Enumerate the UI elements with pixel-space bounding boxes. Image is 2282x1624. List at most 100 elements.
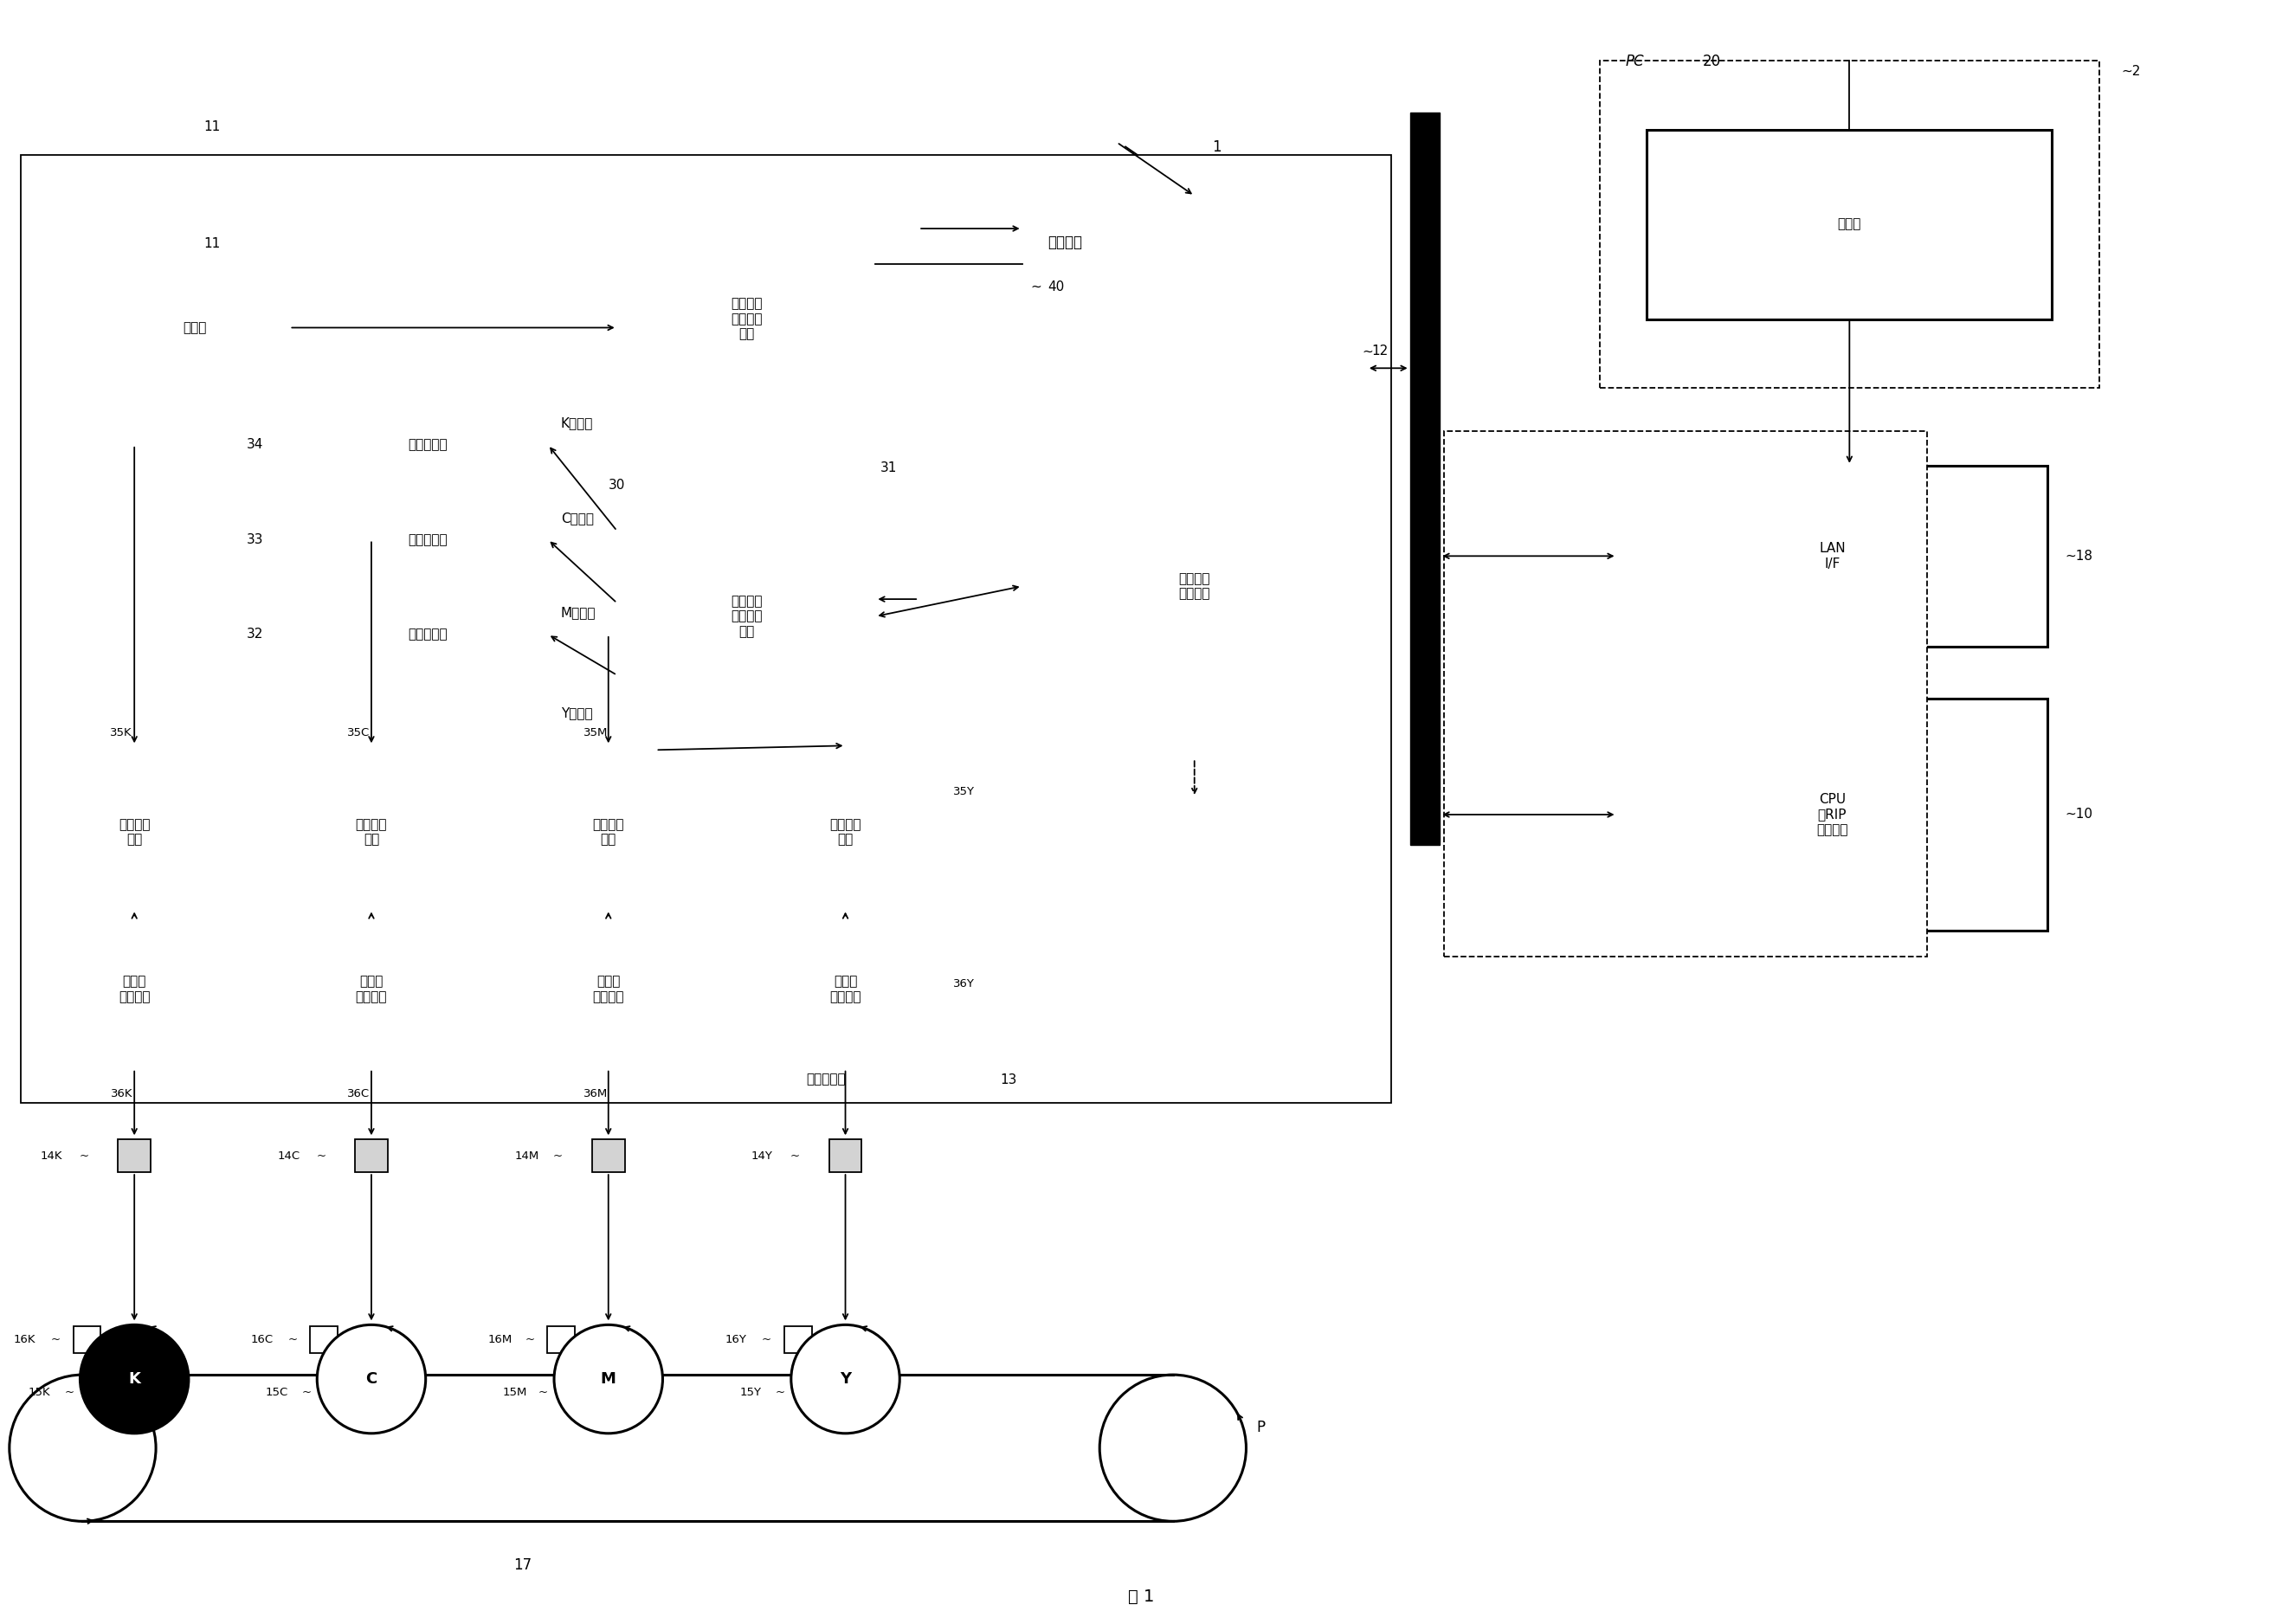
Text: ~: ~ <box>80 1150 89 1161</box>
Text: 灰度级
处理单元: 灰度级 处理单元 <box>119 974 151 1004</box>
Text: ~: ~ <box>301 1387 310 1398</box>
Bar <box>616 182 876 456</box>
Text: ~: ~ <box>50 1333 59 1345</box>
Bar <box>1616 466 2047 646</box>
Text: ~: ~ <box>776 1387 785 1398</box>
Text: 32: 32 <box>246 628 262 641</box>
Bar <box>828 1140 863 1173</box>
Text: ~18: ~18 <box>2065 549 2093 562</box>
Bar <box>306 411 548 479</box>
Circle shape <box>80 1325 189 1434</box>
Text: 35C: 35C <box>347 728 370 739</box>
Text: 11: 11 <box>203 120 219 133</box>
Bar <box>272 745 470 918</box>
Text: 14Y: 14Y <box>751 1150 774 1161</box>
Text: 14K: 14K <box>41 1150 62 1161</box>
Text: 灰度级
处理单元: 灰度级 处理单元 <box>356 974 388 1004</box>
Text: 35K: 35K <box>110 728 132 739</box>
Text: M色数据: M色数据 <box>561 606 596 619</box>
Text: K色数据: K色数据 <box>561 416 593 429</box>
Text: C: C <box>365 1371 377 1387</box>
Text: Y色数据: Y色数据 <box>561 706 593 719</box>
Text: PC: PC <box>1625 54 1643 70</box>
Text: C色数据: C色数据 <box>561 512 593 525</box>
Bar <box>272 909 470 1069</box>
Text: ~: ~ <box>64 1387 75 1398</box>
Text: 像素分割
单元: 像素分割 单元 <box>119 818 151 846</box>
Text: ~: ~ <box>525 1333 534 1345</box>
Circle shape <box>317 1325 427 1434</box>
Text: ~: ~ <box>288 1333 297 1345</box>
Text: 16C: 16C <box>251 1333 274 1345</box>
Text: 34: 34 <box>246 438 262 451</box>
Bar <box>27 719 1022 1099</box>
Text: 像素分割
单元: 像素分割 单元 <box>593 818 625 846</box>
Bar <box>1047 448 1342 724</box>
Text: 像素分割
单元: 像素分割 单元 <box>356 818 388 846</box>
Text: M: M <box>600 1371 616 1387</box>
Text: 16Y: 16Y <box>726 1333 746 1345</box>
Text: ~: ~ <box>762 1333 771 1345</box>
Text: 35M: 35M <box>584 728 607 739</box>
Text: 30: 30 <box>609 479 625 492</box>
Text: K: K <box>128 1371 141 1387</box>
Text: 36K: 36K <box>110 1088 132 1099</box>
Bar <box>119 1140 151 1173</box>
Text: 图像处理部: 图像处理部 <box>806 1073 847 1086</box>
Text: ~: ~ <box>1362 344 1374 357</box>
Text: 15M: 15M <box>502 1387 527 1398</box>
Circle shape <box>792 1325 899 1434</box>
Text: 11: 11 <box>203 237 219 250</box>
Text: 35Y: 35Y <box>954 786 974 797</box>
Text: 延迟存储器: 延迟存储器 <box>408 628 447 641</box>
Text: ~: ~ <box>1031 281 1041 294</box>
Bar <box>509 745 707 918</box>
Bar <box>34 745 233 918</box>
Bar <box>591 1140 625 1173</box>
Bar <box>1600 60 2099 388</box>
Bar <box>1410 112 1440 844</box>
Text: 16M: 16M <box>488 1333 511 1345</box>
Text: ~2: ~2 <box>2120 65 2141 78</box>
Text: Y: Y <box>840 1371 851 1387</box>
Text: 15Y: 15Y <box>739 1387 760 1398</box>
Text: 17: 17 <box>513 1557 532 1574</box>
Text: 20: 20 <box>1702 54 1721 70</box>
Bar <box>746 745 945 918</box>
Text: ~: ~ <box>539 1387 548 1398</box>
Bar <box>100 276 290 380</box>
Text: 12: 12 <box>1371 344 1387 357</box>
Text: 扫描仪: 扫描仪 <box>183 322 208 335</box>
Text: 14C: 14C <box>278 1150 299 1161</box>
Text: 36C: 36C <box>347 1088 370 1099</box>
Bar <box>306 601 548 667</box>
Text: 1: 1 <box>1212 140 1221 156</box>
Circle shape <box>555 1325 662 1434</box>
Text: 像素压缩
处理单元: 像素压缩 处理单元 <box>1178 572 1209 601</box>
Bar <box>1616 698 2047 931</box>
Text: 输入部: 输入部 <box>1837 218 1862 231</box>
Text: ~: ~ <box>790 1150 801 1161</box>
Text: 16K: 16K <box>14 1333 37 1345</box>
Text: 15K: 15K <box>27 1387 50 1398</box>
Text: 36Y: 36Y <box>954 978 974 989</box>
Text: 33: 33 <box>246 533 262 546</box>
Text: 15C: 15C <box>265 1387 288 1398</box>
Bar <box>509 909 707 1069</box>
Text: ~: ~ <box>552 1150 564 1161</box>
Bar <box>616 482 876 750</box>
Text: 灰度级
处理单元: 灰度级 处理单元 <box>831 974 860 1004</box>
Text: 像素分割
单元: 像素分割 单元 <box>831 818 860 846</box>
Bar <box>1648 130 2052 318</box>
Text: 延迟存储器: 延迟存储器 <box>408 533 447 546</box>
Text: 31: 31 <box>881 461 897 474</box>
Text: 灰度级
处理单元: 灰度级 处理单元 <box>593 974 625 1004</box>
Bar <box>356 1140 388 1173</box>
Bar <box>1445 430 1926 957</box>
Bar <box>746 909 945 1069</box>
Text: LAN
I/F: LAN I/F <box>1819 542 1846 570</box>
Text: 扫描数据
图像处理
单元: 扫描数据 图像处理 单元 <box>730 297 762 341</box>
Bar <box>34 909 233 1069</box>
Bar <box>21 156 1392 1103</box>
Text: CPU
（RIP
处理部）: CPU （RIP 处理部） <box>1816 793 1848 836</box>
